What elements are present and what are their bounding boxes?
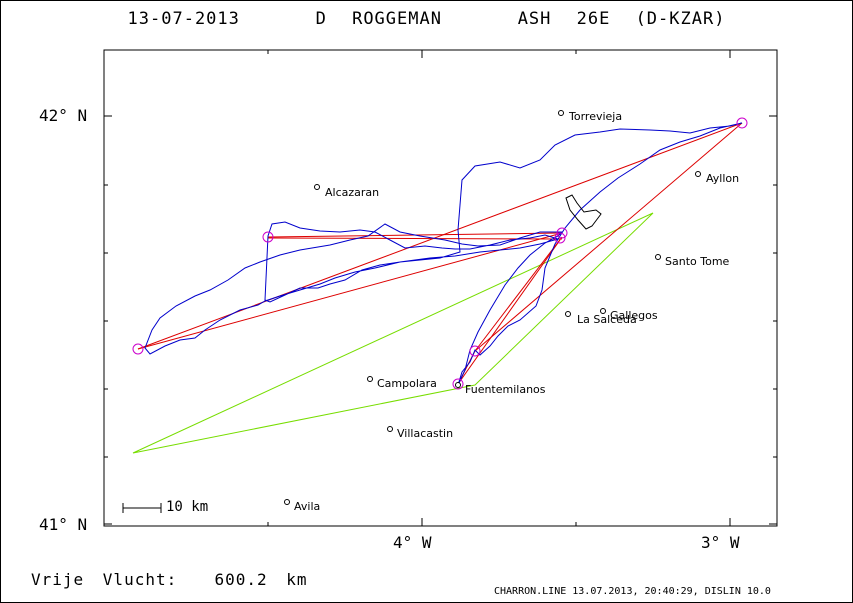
town-markers [284, 110, 701, 505]
town-label: Gallegos [610, 309, 658, 322]
free-flight-polygon [132, 212, 654, 454]
scale-bar [122, 503, 162, 513]
town-label: Campolara [377, 377, 437, 390]
lon-label-right: 3° W [701, 533, 740, 552]
town-label: Santo Tome [665, 255, 730, 268]
task-lines [137, 122, 743, 385]
lat-label-bottom: 41° N [39, 515, 88, 534]
town-label: Torrevieja [569, 110, 623, 123]
axis-ticks [104, 50, 777, 526]
town-label: Avila [294, 500, 321, 513]
town-label: Villacastin [397, 427, 454, 440]
town-label: La Salceda [577, 313, 637, 326]
free-flight-distance: Vrije Vlucht: 600.2 km [31, 570, 308, 589]
scale-label: 10 km [166, 499, 209, 515]
town-label: Fuentemilanos [465, 383, 546, 396]
flight-title: 13-07-2013 D ROGGEMAN ASH 26E (D-KZAR) [0, 9, 853, 29]
lon-label-left: 4° W [393, 533, 432, 552]
flight-track [144, 122, 743, 386]
town-label: Ayllon [706, 172, 740, 185]
flight-date: 13-07-2013 [127, 9, 240, 29]
lat-label-top: 42° N [39, 106, 88, 125]
town-label: Alcazaran [325, 186, 380, 199]
pilot-name: D ROGGEMAN [315, 9, 442, 29]
airspace-outline [565, 194, 602, 230]
footer-credit: CHARRON.LINE 13.07.2013, 20:40:29, DISLI… [494, 586, 771, 597]
glider-name: ASH 26E (D-KZAR) [517, 9, 726, 29]
turnpoints [132, 117, 748, 390]
plot-box [103, 49, 778, 527]
